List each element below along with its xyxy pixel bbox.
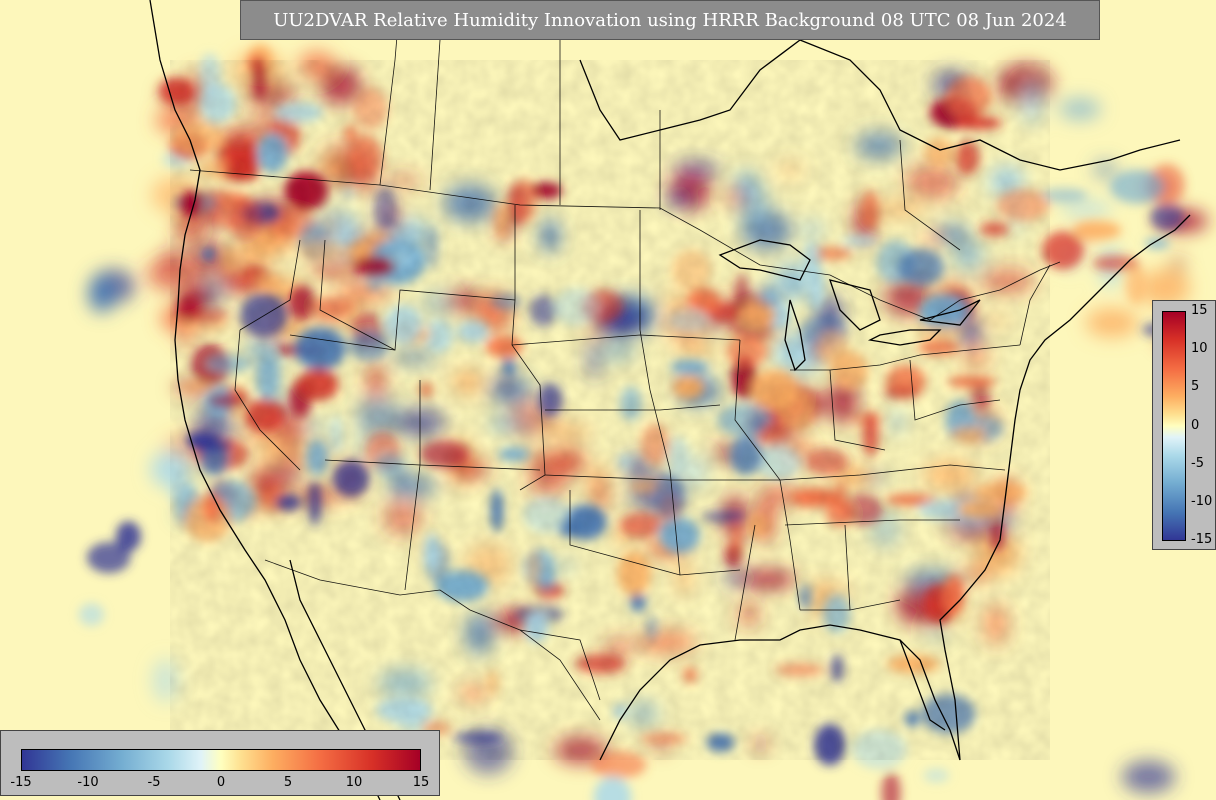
great-lakes xyxy=(718,239,981,372)
positive-innovation-blob xyxy=(881,771,901,800)
negative-innovation-blob xyxy=(1040,188,1088,203)
colorbar-bottom-tick: 5 xyxy=(283,775,293,790)
colorbar-bottom-tick: 0 xyxy=(216,775,226,790)
us-canada-border xyxy=(189,169,1061,321)
negative-innovation-blob xyxy=(1059,98,1101,120)
colorbar-right-tick: 10 xyxy=(1191,341,1208,356)
positive-innovation-blob xyxy=(1085,308,1139,338)
political-borders xyxy=(189,0,1061,721)
positive-innovation-blob xyxy=(1042,231,1084,270)
west-coast-line xyxy=(149,0,381,800)
east-coast-line xyxy=(939,214,1191,761)
colorbar-right: 15 10 5 0 -5 -10 -15 xyxy=(1152,300,1216,550)
positive-innovation-blob xyxy=(1139,268,1191,308)
colorbar-bottom-tick: -15 xyxy=(10,775,32,790)
coastlines xyxy=(149,0,1191,800)
colorbar-right-gradient xyxy=(1162,311,1186,541)
negative-innovation-blob xyxy=(923,768,950,783)
negative-innovation-blob xyxy=(1121,760,1176,794)
negative-innovation-blob xyxy=(593,776,632,800)
negative-innovation-blob xyxy=(1144,238,1170,249)
canada-coast xyxy=(579,39,1181,171)
positive-innovation-blob xyxy=(1171,256,1184,274)
colorbar-bottom-tick: -10 xyxy=(77,775,99,790)
colorbar-right-tick: -5 xyxy=(1191,456,1204,471)
negative-innovation-blob xyxy=(78,603,104,626)
colorbar-bottom-tick: 10 xyxy=(345,775,363,790)
us-mexico-border xyxy=(264,559,601,721)
colorbar-right-tick: -10 xyxy=(1191,494,1213,509)
positive-innovation-blob xyxy=(1125,264,1147,306)
map-title: UU2DVAR Relative Humidity Innovation usi… xyxy=(240,0,1100,40)
negative-innovation-blob xyxy=(88,274,115,313)
colorbar-bottom-gradient xyxy=(21,749,421,771)
negative-innovation-blob xyxy=(115,521,141,552)
colorbar-right-tick: 15 xyxy=(1191,303,1208,318)
positive-innovation-blob xyxy=(1073,220,1122,240)
positive-innovation-blob xyxy=(1092,255,1140,271)
colorbar-right-tick: 5 xyxy=(1191,379,1200,394)
colorbar-bottom-tick: -5 xyxy=(147,775,161,790)
negative-innovation-blob xyxy=(86,542,131,574)
colorbar-bottom-tick: 15 xyxy=(412,775,430,790)
negative-innovation-blob xyxy=(1093,160,1118,179)
negative-innovation-blob xyxy=(1150,203,1184,231)
colorbar-bottom: -15 -10 -5 0 5 10 15 xyxy=(0,730,440,796)
negative-innovation-blob xyxy=(1060,201,1113,217)
colorbar-right-tick: -15 xyxy=(1191,532,1213,547)
florida-line xyxy=(899,639,946,731)
negative-innovation-blob xyxy=(1109,169,1165,204)
colorbar-right-tick: 0 xyxy=(1191,418,1200,433)
mexico-gulf-coast xyxy=(599,624,961,761)
